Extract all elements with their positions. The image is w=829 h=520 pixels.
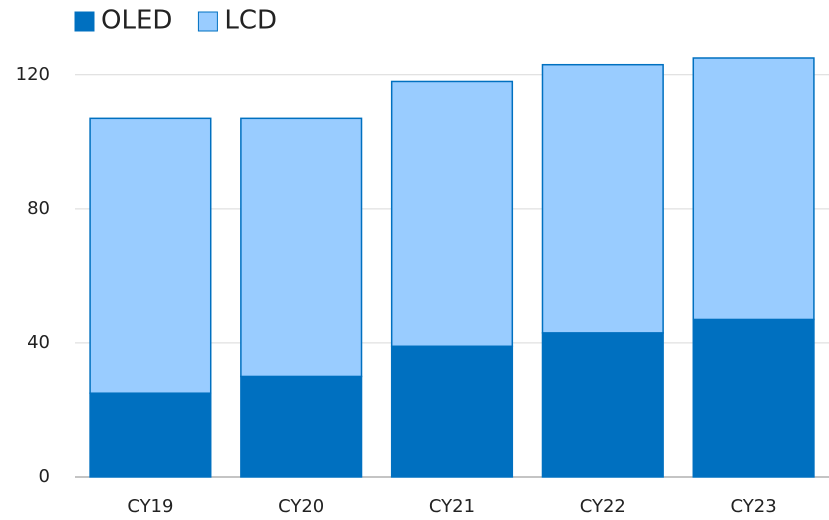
legend-label: OLED [101, 6, 172, 36]
bar-segment [541, 332, 664, 478]
y-tick-label: 120 [16, 64, 50, 85]
bar-segment [692, 57, 815, 321]
bar-segment [240, 117, 363, 378]
legend-swatch [197, 11, 218, 32]
bar-segment [89, 117, 212, 394]
y-tick-label: 80 [27, 198, 50, 219]
bar-segment [390, 345, 514, 478]
legend-swatch [74, 11, 95, 32]
y-tick-label: 0 [39, 466, 50, 487]
x-tick-label: CY22 [580, 496, 626, 517]
bar-segment [390, 80, 514, 348]
bar-segment [692, 318, 815, 478]
x-tick-label: CY23 [731, 496, 777, 517]
bar-segment [541, 63, 664, 334]
x-tick-label: CY20 [278, 496, 324, 517]
legend-label: LCD [224, 6, 277, 36]
x-tick-label: CY21 [429, 496, 475, 517]
bar-segment [240, 375, 363, 478]
y-tick-label: 40 [27, 332, 50, 353]
bar-segment [89, 392, 212, 478]
x-tick-label: CY19 [127, 496, 173, 517]
